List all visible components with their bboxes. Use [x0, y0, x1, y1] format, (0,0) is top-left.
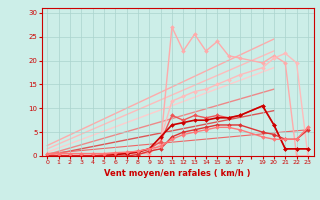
X-axis label: Vent moyen/en rafales ( km/h ): Vent moyen/en rafales ( km/h ) [104, 169, 251, 178]
